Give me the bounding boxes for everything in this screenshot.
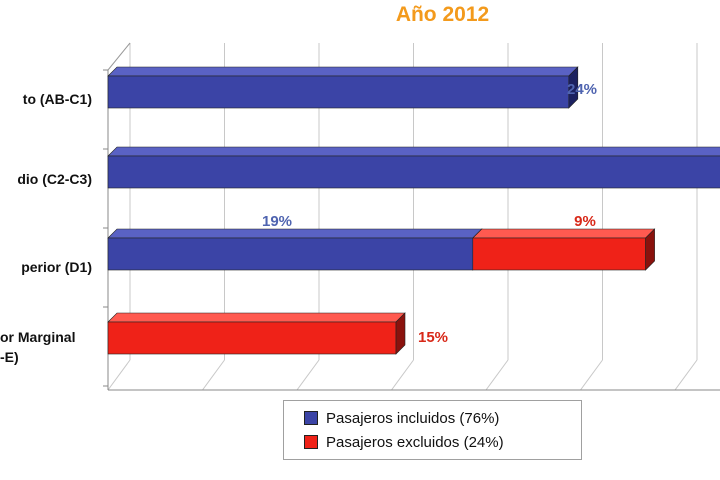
gridline-floor — [391, 359, 414, 391]
chart-legend: Pasajeros incluidos (76%) Pasajeros excl… — [283, 400, 582, 460]
gridline-floor — [202, 359, 225, 391]
axis-depth-line — [107, 42, 131, 71]
gridline-floor — [674, 359, 698, 391]
bar-excluidos-4 — [107, 321, 397, 355]
gridline-floor — [485, 359, 509, 391]
bar-incluidos-1 — [107, 75, 570, 109]
bar-chart-plot: 24% 19% 9% 15% — [103, 42, 720, 391]
gridline-floor — [107, 359, 131, 391]
bar-incluidos-3-top — [107, 228, 483, 239]
bar-incluidos-2-top — [107, 146, 720, 157]
data-label-excluidos-3: 9% — [574, 213, 596, 230]
gridline-floor — [580, 359, 603, 391]
bar-incluidos-1-side — [568, 66, 579, 109]
bar-excluidos-3-side — [645, 228, 655, 271]
legend-label-excluidos: Pasajeros excluidos (24%) — [326, 433, 504, 451]
bar-incluidos-1-top — [107, 66, 579, 77]
category-label-3: perior (D1) — [21, 259, 92, 275]
data-label-incluidos-1: 24% — [567, 81, 597, 98]
data-label-incluidos-3: 19% — [262, 213, 292, 230]
category-label-2: dio (C2-C3) — [17, 171, 92, 187]
gridline-floor — [296, 359, 320, 391]
legend-item-excluidos: Pasajeros excluidos (24%) — [304, 431, 504, 453]
bar-excluidos-3 — [472, 237, 646, 271]
category-label-4-text: or Marginal -E) — [0, 329, 76, 365]
category-label-4: or Marginal -E) — [0, 327, 92, 367]
legend-swatch-excluidos — [304, 435, 318, 449]
bar-incluidos-2 — [107, 155, 720, 189]
legend-swatch-incluidos — [304, 411, 318, 425]
bar-excluidos-3-top — [472, 228, 656, 239]
bar-excluidos-4-side — [395, 312, 406, 355]
bar-incluidos-3 — [107, 237, 474, 271]
category-label-1: to (AB-C1) — [22, 91, 92, 107]
data-label-excluidos-4: 15% — [418, 329, 448, 346]
legend-item-incluidos: Pasajeros incluidos (76%) — [304, 407, 499, 429]
legend-label-incluidos: Pasajeros incluidos (76%) — [326, 409, 500, 427]
chart-title: Año 2012 — [395, 3, 490, 26]
bar-excluidos-4-top — [107, 312, 406, 323]
